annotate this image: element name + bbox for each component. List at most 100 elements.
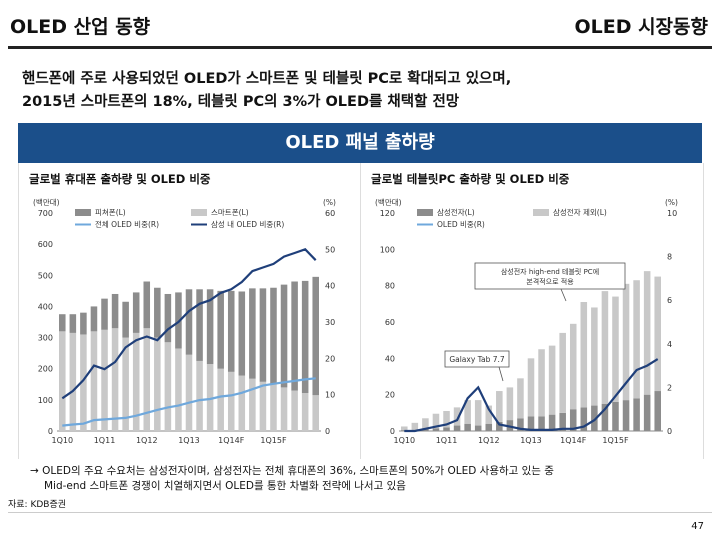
y2-tick-label: 6	[667, 296, 672, 305]
bar-segment	[217, 290, 224, 369]
bar-segment	[432, 413, 440, 429]
bar-segment	[80, 334, 87, 431]
bar-segment	[443, 427, 450, 431]
y2-tick-label: 60	[325, 209, 335, 218]
y-tick-label: 80	[385, 282, 395, 291]
bar-segment	[270, 384, 277, 431]
legend-label: OLED 비중(R)	[437, 220, 485, 229]
y2-tick-label: 40	[325, 282, 335, 291]
bar-segment	[90, 306, 98, 332]
x-tick-label: 1Q10	[393, 436, 415, 445]
legend-swatch	[533, 209, 549, 216]
bar-segment	[591, 405, 598, 431]
legend-label: 삼성 내 OLED 비중(R)	[211, 219, 284, 229]
bar-segment	[249, 378, 256, 431]
bar-segment	[527, 358, 535, 417]
bar-segment	[164, 293, 172, 343]
bar-segment	[196, 360, 203, 431]
left-axis-unit: (백만대)	[375, 197, 402, 207]
footer-divider	[8, 512, 712, 513]
bar-segment	[101, 298, 108, 330]
y2-tick-label: 8	[667, 253, 672, 262]
annotation-text: 삼성전자 high-end 테블릿 PC에	[501, 267, 599, 276]
series-line	[404, 358, 659, 433]
x-tick-label: 1Q10	[51, 436, 73, 445]
x-tick-label: 1Q11	[94, 436, 116, 445]
bar-segment	[622, 283, 630, 401]
bar-segment	[496, 421, 503, 431]
bar-segment	[80, 312, 87, 335]
bar-segment	[538, 349, 545, 417]
bar-segment	[122, 301, 129, 338]
bar-segment	[143, 328, 151, 431]
bar-segment	[90, 331, 98, 431]
y2-tick-label: 2	[667, 383, 672, 392]
bar-segment	[69, 332, 77, 431]
legend-label: 전체 OLED 비중(R)	[95, 219, 159, 229]
bar-segment	[485, 405, 493, 424]
bar-segment	[291, 281, 298, 391]
y-tick-label: 100	[380, 245, 395, 254]
footnote-line-2: Mid-end 스마트폰 경쟁이 치열해지면서 OLED를 통한 차별화 전략에…	[44, 480, 406, 492]
tablet-chart-title: 글로벌 테블릿PC 출하량 및 OLED 비중	[371, 172, 570, 186]
y2-tick-label: 4	[667, 340, 672, 349]
bar-segment	[474, 400, 482, 426]
annotation-arrow	[498, 366, 504, 382]
annotation-arrow	[560, 288, 567, 302]
bar-segment	[474, 425, 482, 431]
bar-segment	[291, 390, 298, 431]
bar-segment	[443, 411, 450, 428]
bar-segment	[259, 381, 267, 431]
bar-segment	[517, 378, 524, 419]
legend-label: 삼성전자 제외(L)	[553, 207, 607, 217]
y-tick-label: 60	[385, 318, 395, 327]
series-line	[62, 377, 316, 427]
legend-label: 피쳐폰(L)	[95, 207, 126, 217]
bar-segment	[238, 291, 246, 376]
bar-segment	[506, 387, 514, 421]
bar-segment	[59, 331, 66, 431]
bar-segment	[569, 323, 577, 410]
bar-segment	[206, 289, 214, 365]
legend-swatch	[417, 209, 433, 216]
bar-segment	[280, 387, 288, 431]
bar-segment	[496, 391, 503, 422]
bar-segment	[464, 400, 471, 424]
y2-tick-label: 0	[325, 427, 330, 436]
bar-segment	[453, 425, 461, 431]
legend-label: 스마트폰(L)	[211, 208, 249, 217]
y-tick-label: 300	[38, 334, 53, 343]
bar-segment	[633, 398, 640, 431]
y-tick-label: 700	[38, 209, 53, 218]
bar-segment	[569, 409, 577, 431]
summary-line-2: 2015년 스마트폰의 18%, 테블릿 PC의 3%가 OLED를 채택할 전…	[22, 94, 460, 110]
footnote: → OLED의 주요 수요처는 삼성전자이며, 삼성전자는 전체 휴대폰의 36…	[30, 464, 710, 494]
bar-segment	[270, 287, 277, 385]
bar-segment	[122, 337, 129, 431]
bar-segment	[422, 429, 429, 431]
tablet-chart-panel: 글로벌 테블릿PC 출하량 및 OLED 비중 (백만대) (%) 0 20 40 60 8…	[360, 163, 704, 459]
bar-segment	[59, 314, 66, 332]
bar-segment	[175, 348, 182, 431]
x-tick-label: 1Q15F	[260, 436, 287, 445]
bar-segment	[111, 293, 119, 329]
bar-segment	[301, 280, 309, 394]
bar-segment	[280, 284, 288, 388]
y-tick-label: 600	[38, 240, 53, 249]
left-axis-unit: (백만대)	[33, 197, 60, 207]
x-tick-label: 1Q12	[136, 436, 158, 445]
annotation-box	[444, 350, 510, 368]
x-tick-label: 1Q14F	[218, 436, 245, 445]
bar-segment	[622, 400, 630, 431]
x-tick-label: 1Q15F	[602, 436, 629, 445]
bar-segment	[548, 345, 556, 415]
summary-line-1: 핸드폰에 주로 사용되었던 OLED가 스마트폰 및 테블릿 PC로 확대되고 …	[22, 71, 512, 87]
bar-segment	[111, 328, 119, 431]
phone-chart-title: 글로벌 휴대폰 출하량 및 OLED 비중	[29, 172, 211, 186]
summary-text: 핸드폰에 주로 사용되었던 OLED가 스마트폰 및 테블릿 PC로 확대되고 …	[22, 68, 712, 114]
bar-segment	[559, 332, 566, 413]
bar-segment	[301, 393, 309, 431]
bar-segment	[580, 407, 588, 431]
bar-segment	[633, 280, 640, 399]
annotation-text: 본격적으로 적용	[526, 277, 574, 286]
